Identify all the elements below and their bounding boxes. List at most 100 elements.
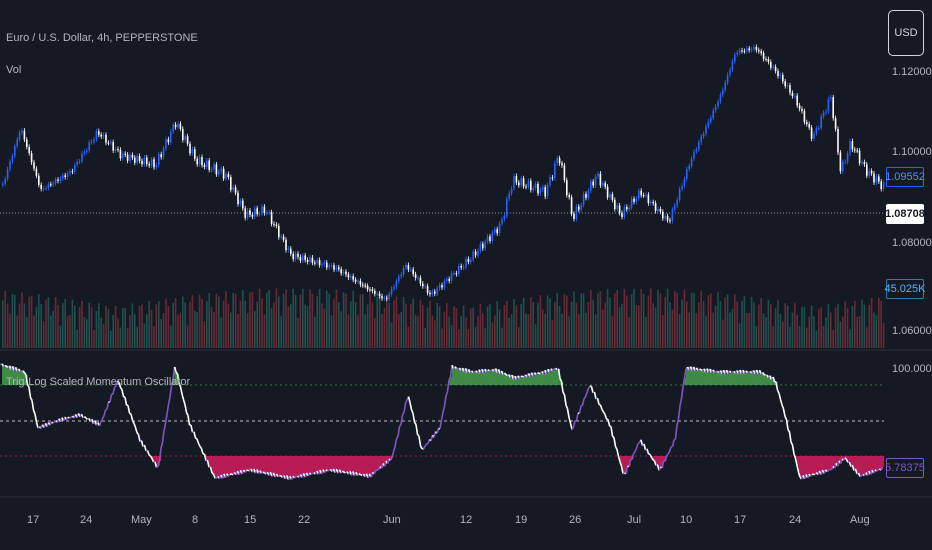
candle: [54, 179, 57, 184]
oscillator-segment: [206, 459, 210, 468]
candle: [599, 173, 602, 186]
volume-bar: [354, 302, 357, 348]
candle: [369, 289, 371, 291]
overbought-fill: [543, 373, 546, 385]
volume-bar: [28, 296, 30, 348]
volume-bar: [652, 303, 654, 348]
oscillator-segment: [571, 426, 575, 431]
candle: [342, 271, 345, 274]
oversold-fill: [156, 456, 159, 468]
volume-bar: [753, 302, 755, 348]
candle: [693, 151, 695, 159]
volume-bar: [263, 314, 266, 348]
volume-bar: [64, 298, 66, 348]
candle: [357, 280, 359, 282]
candle: [563, 165, 566, 181]
candle: [830, 97, 832, 100]
volume-label: Vol: [6, 64, 22, 76]
oversold-fill: [857, 456, 859, 475]
candle: [767, 59, 770, 62]
candle: [172, 124, 174, 132]
oversold-fill: [863, 456, 865, 475]
oversold-fill: [317, 456, 319, 472]
volume-bar: [678, 313, 681, 348]
oscillator-segment: [440, 412, 444, 421]
oscillator-segment: [474, 370, 477, 373]
candle: [105, 134, 107, 143]
oversold-fill: [294, 456, 297, 478]
volume-bar: [546, 295, 549, 348]
candle: [561, 163, 563, 166]
candle: [400, 274, 402, 277]
volume-bar: [798, 326, 801, 348]
oversold-fill: [860, 456, 862, 477]
oversold-fill: [240, 456, 243, 471]
candle: [726, 74, 729, 83]
volume-bar: [14, 294, 16, 348]
overbought-fill: [555, 368, 558, 385]
oscillator-segment: [292, 475, 296, 479]
oversold-fill: [333, 456, 336, 469]
candle: [834, 118, 837, 129]
candle: [59, 178, 62, 181]
volume-bar: [71, 299, 74, 348]
volume-bar: [501, 327, 503, 348]
candle: [263, 206, 266, 214]
oversold-fill: [300, 456, 303, 475]
oscillator-segment: [446, 380, 450, 392]
oscillator-segment: [85, 417, 88, 420]
oversold-fill: [383, 456, 385, 464]
candle: [486, 236, 489, 242]
oscillator-segment: [601, 409, 605, 413]
oversold-fill: [221, 456, 223, 475]
volume-bar: [256, 301, 258, 348]
candle: [266, 212, 268, 214]
oversold-fill: [861, 456, 864, 476]
oversold-fill: [651, 456, 654, 458]
oversold-fill: [350, 456, 352, 472]
oscillator-segment: [557, 368, 561, 379]
volume-bar: [794, 302, 796, 348]
oscillator-segment: [52, 421, 55, 424]
oscillator-segment: [562, 391, 566, 396]
volume-bar: [760, 298, 762, 348]
candle: [820, 116, 822, 129]
oscillator-segment: [614, 446, 618, 450]
oscillator-segment: [415, 424, 419, 435]
oscillator-segment: [586, 387, 590, 393]
oversold-fill: [285, 456, 288, 479]
volume-bar: [198, 294, 201, 348]
oscillator-segment: [745, 370, 749, 374]
volume-bar: [707, 295, 710, 348]
candle: [652, 202, 654, 204]
currency-button[interactable]: USD: [888, 10, 924, 56]
volume-bar: [820, 307, 822, 348]
oscillator-segment: [118, 382, 122, 388]
overbought-fill: [770, 375, 772, 385]
overbought-fill: [765, 375, 768, 385]
overbought-fill: [717, 371, 720, 385]
candle: [791, 92, 794, 97]
candle: [729, 69, 731, 75]
volume-bar: [340, 311, 342, 348]
oscillator-segment: [203, 453, 207, 462]
candle: [878, 176, 880, 182]
oscillator-segment: [433, 431, 437, 438]
volume-bar: [93, 330, 95, 348]
volume-bar: [141, 304, 143, 348]
volume-bar: [412, 298, 414, 348]
candle: [510, 188, 513, 194]
candle: [57, 179, 59, 181]
volume-bar: [470, 308, 472, 348]
candle: [114, 149, 117, 151]
oscillator-segment: [730, 371, 733, 374]
oscillator-segment: [409, 402, 413, 410]
volume-bar: [599, 291, 602, 348]
oscillator-segment: [776, 389, 780, 394]
oscillator-segment: [185, 412, 189, 416]
oscillator-segment: [643, 443, 647, 451]
candle: [626, 207, 628, 210]
volume-bar: [640, 288, 642, 348]
volume-bar: [124, 308, 126, 348]
